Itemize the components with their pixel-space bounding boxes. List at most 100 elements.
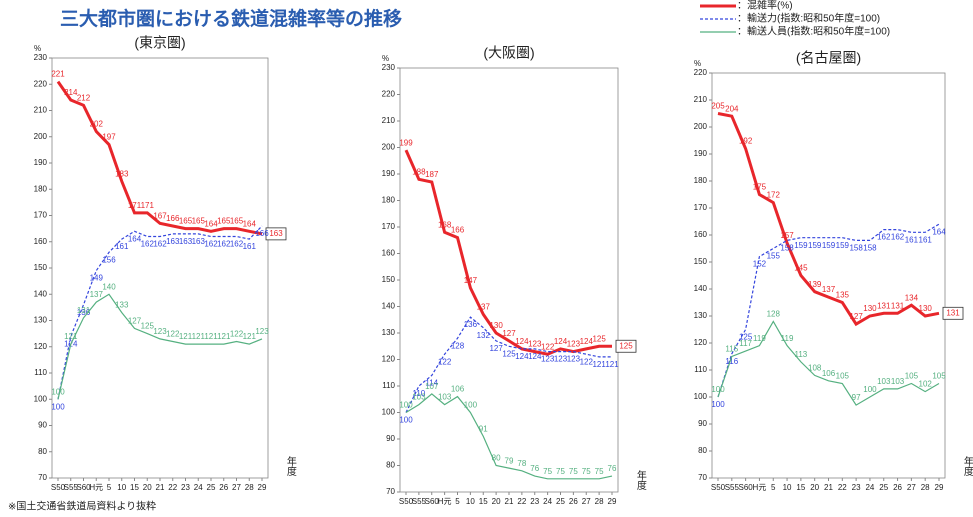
data-label: 204 bbox=[725, 104, 739, 113]
data-label: 197 bbox=[102, 133, 116, 142]
data-label: 123 bbox=[567, 340, 581, 349]
data-label: 123 bbox=[255, 327, 269, 336]
data-label: 163 bbox=[166, 237, 180, 246]
data-label: 123 bbox=[153, 327, 167, 336]
y-tick-label: 190 bbox=[34, 158, 48, 167]
data-label: 130 bbox=[863, 304, 877, 313]
y-tick-label: 180 bbox=[34, 184, 48, 193]
y-tick-label: 220 bbox=[34, 79, 48, 88]
data-label: 171 bbox=[128, 201, 142, 210]
y-tick-label: 70 bbox=[38, 473, 47, 482]
data-label: 127 bbox=[502, 329, 516, 338]
x-tick-label: 10 bbox=[466, 497, 475, 506]
subtitle: (名古屋圏) bbox=[796, 50, 861, 66]
data-label: 166 bbox=[451, 226, 465, 235]
x-tick-label: 26 bbox=[569, 497, 578, 506]
data-label: 159 bbox=[822, 241, 836, 250]
x-tick-label: 15 bbox=[130, 483, 139, 492]
data-label: 202 bbox=[90, 120, 104, 129]
y-tick-label: 100 bbox=[382, 408, 396, 417]
x-tick-label: 22 bbox=[517, 497, 526, 506]
y-tick-label: 170 bbox=[34, 211, 48, 220]
data-label: 103 bbox=[891, 377, 905, 386]
x-tick-label: 25 bbox=[207, 483, 216, 492]
value-box bbox=[615, 339, 637, 353]
data-label: 168 bbox=[438, 220, 452, 229]
data-label: 136 bbox=[464, 320, 478, 329]
data-label: 100 bbox=[464, 401, 478, 410]
y-tick-label: 140 bbox=[382, 302, 396, 311]
chart-title: 三大都市圏における鉄道混雑率等の推移 bbox=[60, 7, 402, 30]
x-tick-label: 20 bbox=[810, 483, 819, 492]
data-label: 136 bbox=[77, 308, 91, 317]
x-tick-label: 29 bbox=[608, 497, 617, 506]
data-label: 162 bbox=[204, 240, 218, 249]
y-tick-label: 140 bbox=[694, 284, 708, 293]
y-tick-label: 110 bbox=[34, 368, 47, 377]
x-tick-label: 22 bbox=[838, 483, 847, 492]
data-label: 212 bbox=[77, 93, 91, 102]
data-label: 121 bbox=[243, 332, 257, 341]
data-label: 123 bbox=[541, 355, 555, 364]
x-tick-label: 10 bbox=[783, 483, 792, 492]
x-tick-label: 21 bbox=[505, 497, 514, 506]
data-label: 162 bbox=[877, 233, 891, 242]
data-label: 125 bbox=[502, 349, 516, 358]
data-label: 125 bbox=[592, 334, 606, 343]
x-tick-label: 25 bbox=[879, 483, 888, 492]
data-label: 163 bbox=[192, 237, 206, 246]
data-label: 164 bbox=[932, 227, 946, 236]
x-tick-label: S55 bbox=[412, 497, 427, 506]
data-label: 156 bbox=[102, 255, 116, 264]
x-tick-label: 24 bbox=[543, 497, 552, 506]
y-unit: % bbox=[382, 54, 389, 63]
data-label: 131 bbox=[946, 308, 960, 317]
data-label: 137 bbox=[822, 285, 836, 294]
y-tick-label: 160 bbox=[382, 249, 396, 258]
data-label: 175 bbox=[753, 183, 767, 192]
data-label: 76 bbox=[608, 464, 617, 473]
data-label: 165 bbox=[179, 217, 193, 226]
x-tick-label: H元 bbox=[753, 483, 767, 492]
series-line bbox=[56, 80, 263, 236]
x-tick-label: 5 bbox=[455, 497, 460, 506]
y-tick-label: 160 bbox=[34, 237, 48, 246]
data-label: 188 bbox=[412, 167, 426, 176]
data-label: 117 bbox=[739, 339, 752, 348]
data-label: 192 bbox=[739, 137, 753, 146]
data-label: 124 bbox=[515, 352, 529, 361]
data-label: 103 bbox=[412, 393, 426, 402]
data-label: 122 bbox=[541, 342, 555, 351]
y-tick-label: 90 bbox=[38, 421, 47, 430]
x-tick-label: 20 bbox=[492, 497, 501, 506]
y-tick-label: 180 bbox=[694, 176, 708, 185]
data-label: 113 bbox=[794, 350, 807, 359]
data-label: 147 bbox=[464, 276, 478, 285]
y-tick-label: 190 bbox=[382, 169, 396, 178]
data-label: 152 bbox=[753, 260, 767, 269]
x-tick-label: 5 bbox=[771, 483, 776, 492]
data-label: 78 bbox=[517, 459, 526, 468]
data-label: 130 bbox=[919, 304, 933, 313]
data-label: 106 bbox=[822, 369, 836, 378]
data-label: 158 bbox=[863, 244, 877, 253]
data-label: 140 bbox=[102, 282, 116, 291]
x-tick-label: 28 bbox=[595, 497, 604, 506]
y-tick-label: 190 bbox=[694, 149, 708, 158]
y-tick-label: 200 bbox=[382, 143, 396, 152]
plot-area bbox=[711, 72, 946, 479]
data-label: 162 bbox=[153, 240, 167, 249]
x-tick-label: H元 bbox=[438, 497, 452, 506]
data-label: 75 bbox=[582, 467, 591, 476]
data-label: 161 bbox=[919, 235, 933, 244]
data-label: 110 bbox=[412, 389, 425, 398]
x-axis-label: 年度 bbox=[284, 455, 296, 477]
data-label: 166 bbox=[255, 229, 269, 238]
x-tick-label: 26 bbox=[893, 483, 902, 492]
y-tick-label: 210 bbox=[34, 106, 48, 115]
data-label: 100 bbox=[51, 402, 65, 411]
data-label: 131 bbox=[877, 301, 891, 310]
y-tick-label: 130 bbox=[382, 328, 396, 337]
data-label: 172 bbox=[767, 191, 781, 200]
y-tick-label: 210 bbox=[694, 95, 708, 104]
